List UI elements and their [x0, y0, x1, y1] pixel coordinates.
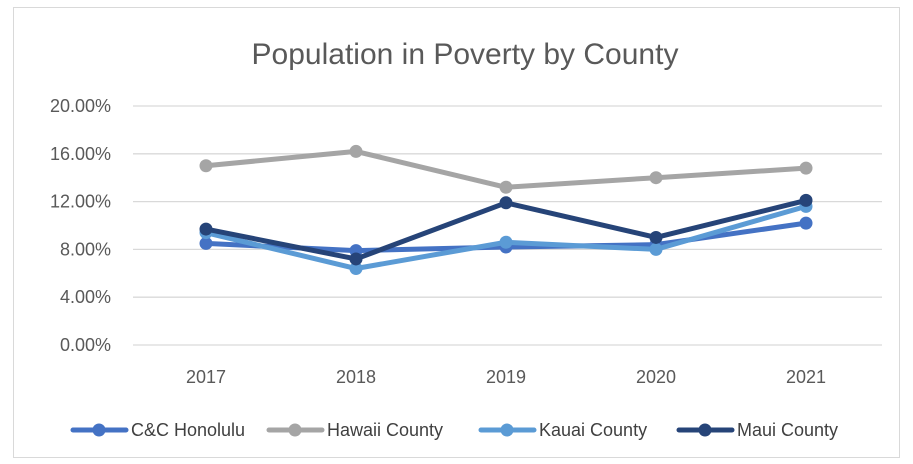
y-tick-label: 12.00%: [50, 192, 111, 212]
y-tick-label: 0.00%: [60, 335, 111, 355]
x-tick-label: 2019: [486, 367, 526, 387]
legend-label: C&C Honolulu: [131, 420, 245, 440]
y-axis-tick-labels: 0.00% 4.00% 8.00% 12.00% 16.00% 20.00%: [50, 96, 111, 355]
x-axis-tick-labels: 2017 2018 2019 2020 2021: [186, 367, 826, 387]
legend-label: Maui County: [737, 420, 838, 440]
gridlines: [133, 105, 882, 346]
series-maui-county: [199, 193, 813, 266]
data-point: [349, 252, 363, 266]
data-point: [199, 236, 213, 250]
data-point: [649, 171, 663, 185]
data-point: [199, 159, 213, 173]
x-tick-label: 2020: [636, 367, 676, 387]
data-point: [349, 262, 363, 276]
data-point: [499, 235, 513, 249]
data-point: [349, 144, 363, 158]
legend-marker: [698, 423, 712, 437]
legend-label: Hawaii County: [327, 420, 443, 440]
y-tick-label: 20.00%: [50, 96, 111, 116]
data-point: [199, 222, 213, 236]
y-tick-label: 16.00%: [50, 144, 111, 164]
data-point: [799, 161, 813, 175]
legend-item: Maui County: [676, 420, 838, 440]
x-tick-label: 2021: [786, 367, 826, 387]
data-point: [649, 230, 663, 244]
series-lines: [199, 144, 813, 276]
legend-marker: [500, 423, 514, 437]
legend-marker: [288, 423, 302, 437]
data-point: [799, 193, 813, 207]
data-point: [499, 196, 513, 210]
legend-label: Kauai County: [539, 420, 647, 440]
y-tick-label: 8.00%: [60, 239, 111, 259]
data-point: [649, 242, 663, 256]
legend: C&C Honolulu Hawaii County Kauai County Mau…: [70, 420, 838, 440]
data-point: [499, 180, 513, 194]
chart-title: Population in Poverty by County: [252, 38, 679, 71]
legend-item: Kauai County: [478, 420, 647, 440]
legend-item: Hawaii County: [266, 420, 443, 440]
y-tick-label: 4.00%: [60, 287, 111, 307]
x-tick-label: 2018: [336, 367, 376, 387]
series-hawaii-county: [199, 144, 813, 194]
legend-item: C&C Honolulu: [70, 420, 245, 440]
data-point: [799, 216, 813, 230]
legend-marker: [92, 423, 106, 437]
x-tick-label: 2017: [186, 367, 226, 387]
